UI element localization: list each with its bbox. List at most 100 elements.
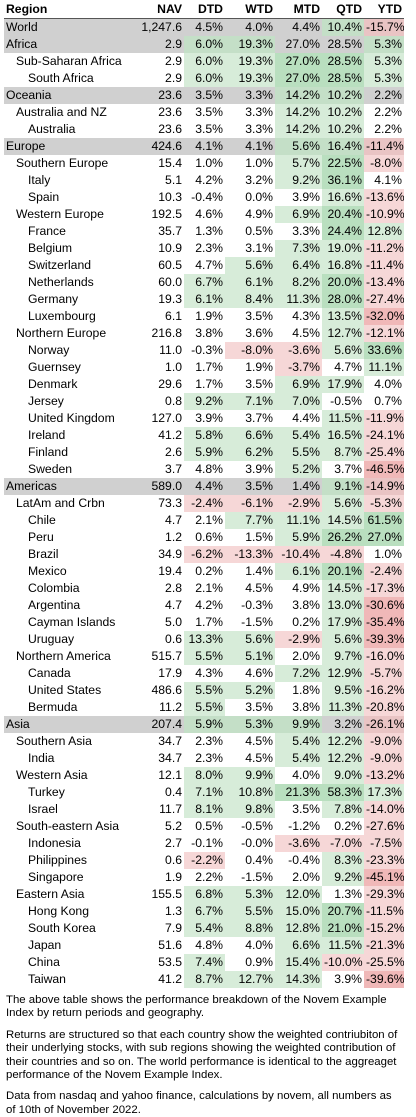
- mtd-cell: 8.2%: [275, 274, 322, 291]
- wtd-cell: 5.5%: [225, 903, 275, 920]
- wtd-cell: 0.0%: [245, 190, 273, 204]
- ytd-cell: -12.1%: [364, 325, 404, 342]
- nav-cell: 216.8: [151, 326, 183, 340]
- ytd-cell: -25.4%: [364, 444, 404, 461]
- qtd-cell: 1.3%: [334, 887, 362, 901]
- qtd-cell: 12.7%: [322, 325, 364, 342]
- qtd-cell: 19.0%: [322, 240, 364, 257]
- wtd-cell: 6.2%: [225, 444, 275, 461]
- ytd-cell: -11.9%: [364, 410, 404, 427]
- table-row: Singapore 1.9 2.2% -1.5% 2.0% 9.2% -45.1%: [4, 869, 404, 886]
- table-row: Oceania 23.6 3.5% 3.3% 14.2% 10.2% 2.2%: [4, 87, 404, 104]
- wtd-cell: 3.5%: [245, 700, 273, 714]
- region-name-cell: Belgium: [28, 241, 73, 255]
- wtd-cell: 9.8%: [225, 801, 275, 818]
- nav-cell: 1.3: [165, 904, 182, 918]
- nav-cell: 155.5: [151, 887, 183, 901]
- table-row: France 35.7 1.3% 0.5% 3.3% 24.4% 12.8%: [4, 223, 404, 240]
- mtd-cell: 7.2%: [275, 665, 322, 682]
- nav-cell: 5.0: [165, 615, 182, 629]
- mtd-cell: -0.4%: [288, 853, 320, 867]
- mtd-cell: 14.2%: [275, 87, 322, 104]
- region-name-cell: Philippines: [28, 853, 87, 867]
- dtd-cell: 1.0%: [195, 156, 223, 170]
- mtd-cell: 14.2%: [275, 104, 322, 121]
- ytd-cell: 12.8%: [364, 223, 404, 240]
- mtd-cell: 9.2%: [275, 172, 322, 189]
- dtd-cell: 8.0%: [184, 767, 225, 784]
- mtd-cell: 7.3%: [275, 240, 322, 257]
- table-row: Africa 2.9 6.0% 19.3% 27.0% 28.5% 5.3%: [4, 36, 404, 53]
- wtd-cell: 8.4%: [225, 291, 275, 308]
- dtd-cell: 1.7%: [195, 377, 223, 391]
- table-row: Denmark 29.6 1.7% 3.5% 6.9% 17.9% 4.0%: [4, 376, 404, 393]
- qtd-cell: 20.4%: [322, 206, 364, 223]
- dtd-cell: 3.5%: [195, 105, 223, 119]
- table-row: Northern Europe 216.8 3.8% 3.6% 4.5% 12.7% -12…: [4, 325, 404, 342]
- column-header-qtd: QTD: [322, 0, 364, 19]
- region-name-cell: Hong Kong: [28, 904, 89, 918]
- region-name-cell: Cayman Islands: [28, 615, 116, 629]
- mtd-cell: 1.4%: [275, 478, 322, 495]
- table-row: Asia 207.4 5.9% 5.3% 9.9% 3.2% -26.1%: [4, 716, 404, 733]
- ytd-cell: -16.2%: [364, 682, 404, 699]
- ytd-cell: -17.3%: [364, 580, 404, 597]
- ytd-cell: -11.2%: [364, 240, 404, 257]
- wtd-cell: 4.9%: [245, 207, 273, 221]
- nav-cell: 2.9: [124, 36, 184, 53]
- dtd-cell: 2.3%: [195, 734, 223, 748]
- table-row: Americas 589.0 4.4% 3.5% 1.4% 9.1% -14.9%: [4, 478, 404, 495]
- qtd-cell: 9.0%: [322, 767, 364, 784]
- region-name-cell: Sub-Saharan Africa: [16, 54, 122, 68]
- wtd-cell: -0.3%: [241, 598, 273, 612]
- table-row: Peru 1.2 0.6% 1.5% 5.9% 26.2% 27.0%: [4, 529, 404, 546]
- region-name-cell: Italy: [28, 173, 51, 187]
- wtd-cell: 4.5%: [245, 734, 273, 748]
- wtd-cell: 1.4%: [245, 564, 273, 578]
- wtd-cell: -13.3%: [225, 546, 275, 563]
- table-row: China 53.5 7.4% 0.9% 15.4% -10.0% -25.5%: [4, 954, 404, 971]
- table-row: Australia and NZ 23.6 3.5% 3.3% 14.2% 10.2% 2.…: [4, 104, 404, 121]
- table-row: Finland 2.6 5.9% 6.2% 5.5% 8.7% -25.4%: [4, 444, 404, 461]
- qtd-cell: 24.4%: [322, 223, 364, 240]
- ytd-cell: -46.5%: [364, 461, 404, 478]
- ytd-cell: 4.0%: [374, 377, 402, 391]
- nav-cell: 0.8: [165, 394, 182, 408]
- wtd-cell: 7.7%: [225, 512, 275, 529]
- wtd-cell: 8.8%: [225, 920, 275, 937]
- qtd-cell: 5.6%: [322, 495, 364, 512]
- wtd-cell: 5.3%: [225, 886, 275, 903]
- qtd-cell: 16.4%: [322, 138, 364, 155]
- ytd-cell: -8.0%: [364, 155, 404, 172]
- column-header-region: Region: [4, 0, 124, 19]
- nav-cell: 1.0: [165, 360, 182, 374]
- mtd-cell: 6.6%: [275, 937, 322, 954]
- mtd-cell: 7.0%: [275, 393, 322, 410]
- dtd-cell: 5.4%: [184, 920, 225, 937]
- dtd-cell: 1.7%: [195, 360, 223, 374]
- dtd-cell: -0.1%: [191, 836, 223, 850]
- dtd-cell: -0.3%: [191, 343, 223, 357]
- nav-cell: 10.3: [158, 190, 182, 204]
- nav-cell: 60.0: [158, 275, 182, 289]
- dtd-cell: 2.2%: [195, 870, 223, 884]
- region-name-cell: Luxembourg: [28, 309, 96, 323]
- dtd-cell: 1.3%: [195, 224, 223, 238]
- nav-cell: 2.6: [165, 445, 182, 459]
- ytd-cell: 1.0%: [374, 547, 402, 561]
- mtd-cell: 5.7%: [275, 155, 322, 172]
- mtd-cell: 4.9%: [292, 581, 320, 595]
- mtd-cell: 4.4%: [292, 411, 320, 425]
- ytd-cell: -14.0%: [364, 801, 404, 818]
- qtd-cell: 28.0%: [322, 291, 364, 308]
- table-row: India 34.7 2.3% 4.5% 5.4% 12.2% -9.0%: [4, 750, 404, 767]
- nav-cell: 4.7: [165, 513, 182, 527]
- dtd-cell: 6.0%: [184, 36, 225, 53]
- ytd-cell: -14.9%: [364, 478, 404, 495]
- region-name-cell: Colombia: [28, 581, 80, 595]
- table-row: Japan 51.6 4.8% 4.0% 6.6% 11.5% -21.3%: [4, 937, 404, 954]
- ytd-cell: -11.4%: [364, 138, 404, 155]
- dtd-cell: 3.5%: [195, 122, 223, 136]
- table-row: Italy 5.1 4.2% 3.2% 9.2% 36.1% 4.1%: [4, 172, 404, 189]
- qtd-cell: 13.5%: [322, 308, 364, 325]
